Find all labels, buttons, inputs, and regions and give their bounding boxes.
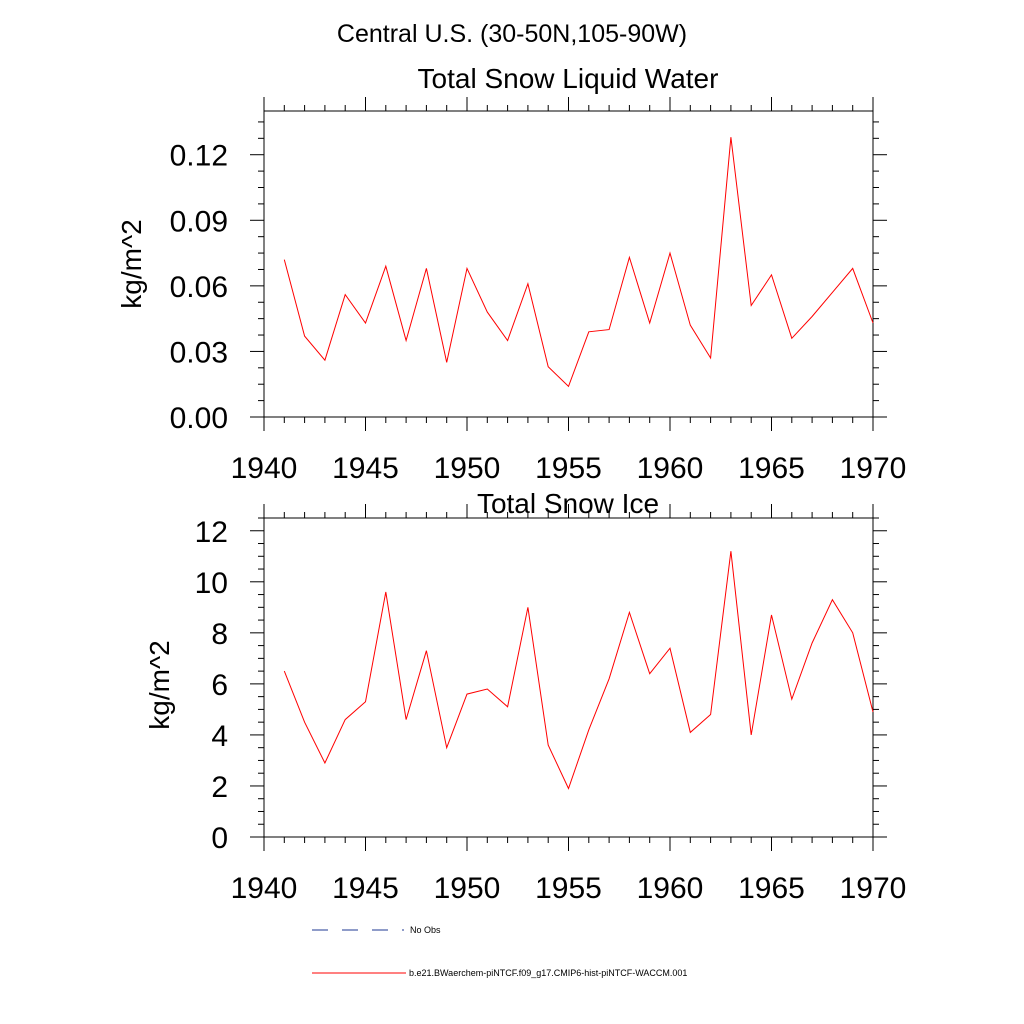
series-line [283,137,874,388]
y-tick-label: 0.06 [170,271,228,304]
panel-snow-ice: Total Snow Ice kg/m^2 1940 1945 1950 1955 19… [144,488,906,905]
x-tick-label: 1940 [231,872,298,905]
figure-title: Central U.S. (30-50N,105-90W) [337,20,687,48]
panel-snow-liquid-water: Total Snow Liquid Water kg/m^2 1940 1945 1… [116,63,906,485]
y-axis-label: kg/m^2 [116,219,147,308]
y-tick-label: 2 [211,771,228,804]
x-tick-label: 1950 [434,452,501,485]
x-tick-label: 1940 [231,452,298,485]
y-axis-label: kg/m^2 [144,640,175,729]
x-tick-label: 1945 [332,452,399,485]
y-tick-label: 4 [211,720,228,753]
y-tick-label: 0 [211,822,228,855]
series-line [283,551,874,790]
y-tick-label: 6 [211,669,228,702]
y-tick-label: 0.03 [170,336,228,369]
x-tick-label: 1955 [535,872,602,905]
y-tick-label: 0.00 [170,402,228,435]
x-tick-label: 1955 [535,452,602,485]
x-tick-label: 1960 [637,452,704,485]
x-tick-label: 1965 [738,452,805,485]
legend-model-label: b.e21.BWaerchem-piNTCF.f09_g17.CMIP6-his… [409,968,687,978]
panel-title: Total Snow Liquid Water [418,63,719,94]
x-tick-label: 1965 [738,872,805,905]
x-tick-label: 1950 [434,872,501,905]
y-tick-label: 8 [211,618,228,651]
y-tick-label: 0.09 [170,205,228,238]
x-tick-label: 1960 [637,872,704,905]
y-tick-label: 10 [195,567,228,600]
legend-obs-label: No Obs [410,925,441,935]
y-tick-label: 0.12 [170,140,228,173]
legend: No Obs b.e21.BWaerchem-piNTCF.f09_g17.CM… [312,925,687,978]
x-tick-label: 1970 [840,452,907,485]
y-tick-label: 12 [195,516,228,549]
x-tick-label: 1945 [332,872,399,905]
x-tick-label: 1970 [840,872,907,905]
